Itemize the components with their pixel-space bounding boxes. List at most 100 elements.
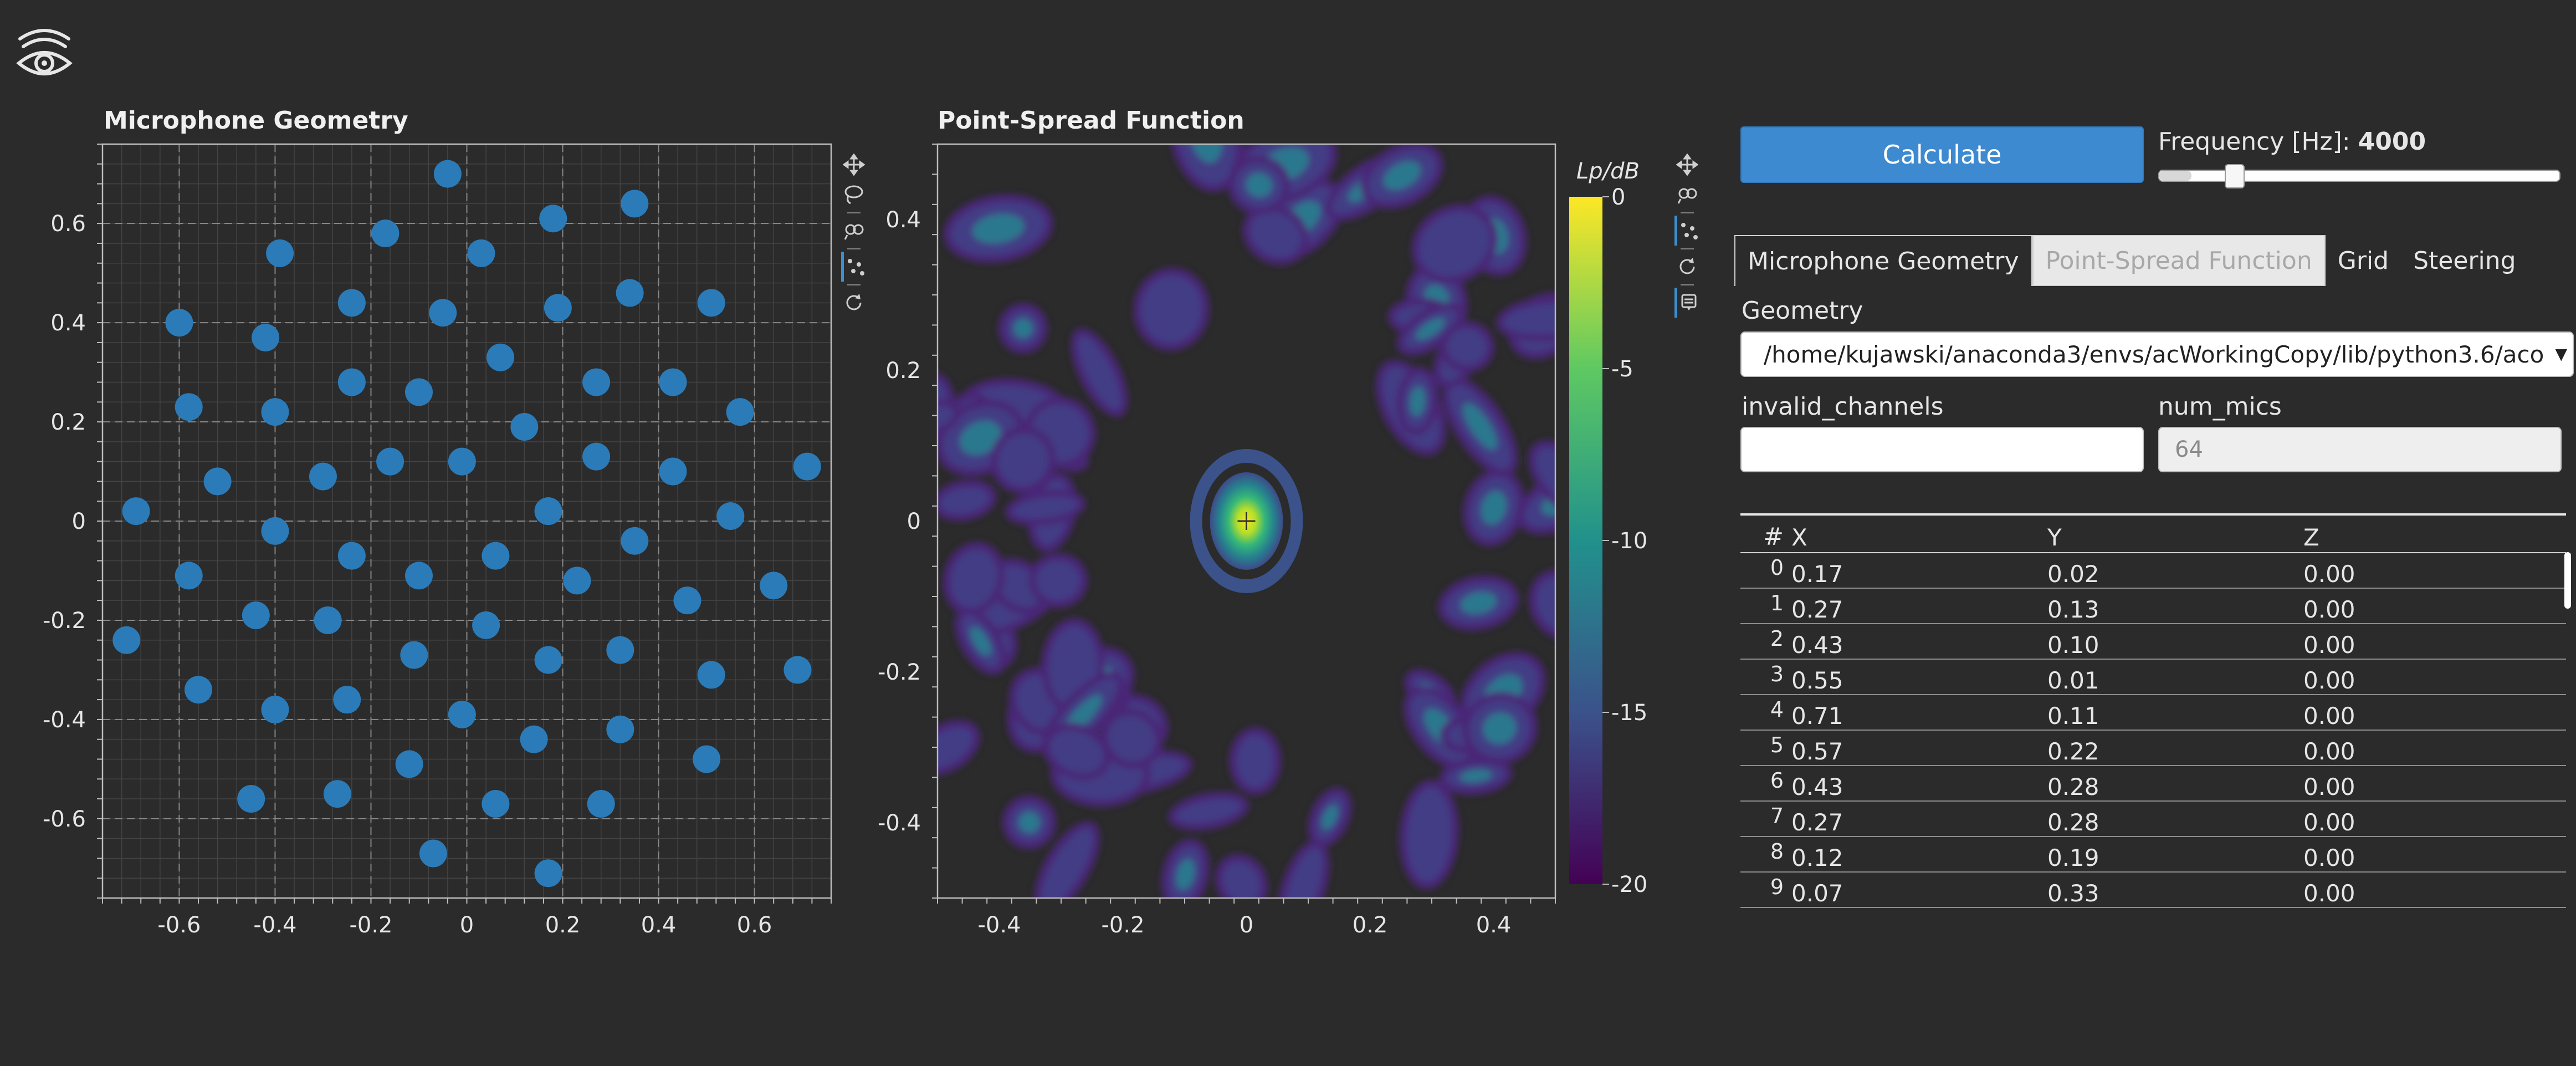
table-row[interactable]: 5 0.57 0.22 0.00 (1740, 731, 2566, 766)
microphone-marker[interactable] (472, 611, 500, 639)
microphone-marker[interactable] (621, 190, 649, 218)
microphone-marker[interactable] (404, 378, 433, 406)
microphone-marker[interactable] (404, 562, 433, 590)
microphone-marker[interactable] (337, 368, 366, 396)
table-scrollbar[interactable] (2564, 552, 2571, 609)
microphone-marker[interactable] (165, 309, 193, 337)
wheel-zoom-icon[interactable] (841, 216, 867, 246)
tap-icon[interactable] (1674, 216, 1700, 246)
calculate-button[interactable]: Calculate (1740, 126, 2144, 183)
reset-icon[interactable] (841, 288, 867, 318)
microphone-marker[interactable] (337, 542, 366, 570)
mic-positions-table[interactable]: # X Y Z 0 0.17 0.02 0.00 1 0.27 0.13 0.00 2 0.43 0.10 0… (1740, 513, 2566, 908)
microphone-marker[interactable] (482, 790, 510, 818)
column-header[interactable]: # (1763, 523, 1784, 551)
table-row[interactable]: 7 0.27 0.28 0.00 (1740, 802, 2566, 837)
microphone-marker[interactable] (482, 542, 510, 570)
column-header[interactable]: Z (2303, 524, 2319, 551)
microphone-marker[interactable] (252, 323, 280, 351)
microphone-marker[interactable] (693, 745, 721, 773)
microphone-marker[interactable] (510, 413, 539, 441)
table-row[interactable]: 4 0.71 0.11 0.00 (1740, 695, 2566, 731)
microphone-marker[interactable] (486, 343, 515, 371)
microphone-marker[interactable] (582, 442, 611, 471)
table-row[interactable]: 9 0.07 0.33 0.00 (1740, 873, 2566, 908)
microphone-marker[interactable] (793, 452, 821, 481)
microphone-marker[interactable] (716, 502, 745, 531)
tab-steering[interactable]: Steering (2413, 246, 2516, 275)
microphone-marker[interactable] (520, 725, 548, 753)
tab-grid[interactable]: Grid (2337, 246, 2389, 275)
microphone-marker[interactable] (539, 205, 567, 233)
psf-heatmap-plot[interactable]: -0.4 -0.2 0 0.2 0.40.40.20-0.2-0.4Lp/dB0-5-1… (853, 139, 1684, 938)
microphone-marker[interactable] (266, 239, 294, 267)
geometry-select[interactable]: /home/kujawski/anaconda3/envs/acWorkingC… (1740, 331, 2574, 377)
hover-icon[interactable] (1674, 288, 1700, 318)
hover-icon[interactable] (841, 252, 867, 282)
microphone-marker[interactable] (621, 527, 649, 555)
microphone-marker[interactable] (582, 368, 611, 396)
microphone-marker[interactable] (448, 700, 476, 728)
microphone-marker[interactable] (261, 398, 289, 426)
microphone-marker[interactable] (697, 289, 725, 317)
microphone-marker[interactable] (534, 646, 562, 674)
pan-icon[interactable] (1674, 150, 1700, 180)
microphone-marker[interactable] (726, 398, 754, 426)
microphone-marker[interactable] (309, 462, 337, 491)
microphone-marker[interactable] (333, 686, 361, 714)
microphone-marker[interactable] (242, 601, 270, 629)
microphone-marker[interactable] (400, 641, 428, 669)
microphone-marker[interactable] (237, 785, 265, 813)
table-row[interactable]: 6 0.43 0.28 0.00 (1740, 766, 2566, 802)
microphone-marker[interactable] (563, 567, 591, 595)
microphone-marker[interactable] (606, 715, 634, 743)
microphone-marker[interactable] (697, 661, 725, 689)
microphone-marker[interactable] (203, 467, 232, 496)
microphone-marker[interactable] (122, 497, 150, 526)
invalid-channels-input[interactable] (1740, 427, 2144, 472)
microphone-marker[interactable] (376, 447, 404, 476)
lasso-select-icon[interactable] (841, 180, 867, 210)
microphone-marker[interactable] (534, 859, 562, 888)
reset-icon[interactable] (1674, 252, 1700, 282)
microphone-marker[interactable] (673, 586, 701, 615)
microphone-marker[interactable] (175, 562, 203, 590)
column-header[interactable]: Y (2047, 524, 2062, 551)
table-row[interactable]: 0 0.17 0.02 0.00 (1740, 553, 2566, 589)
frequency-slider[interactable] (2158, 164, 2560, 188)
microphone-marker[interactable] (112, 626, 141, 654)
microphone-marker[interactable] (587, 790, 615, 818)
table-row[interactable]: 1 0.27 0.13 0.00 (1740, 589, 2566, 624)
table-row[interactable]: 2 0.43 0.10 0.00 (1740, 624, 2566, 660)
microphone-marker[interactable] (261, 517, 289, 545)
frequency-slider-handle[interactable] (2225, 164, 2245, 188)
microphone-marker[interactable] (448, 447, 476, 476)
microphone-marker[interactable] (544, 294, 572, 322)
microphone-marker[interactable] (659, 368, 687, 396)
microphone-marker[interactable] (323, 780, 351, 808)
microphone-marker[interactable] (606, 636, 634, 664)
microphone-marker[interactable] (760, 572, 788, 600)
microphone-marker[interactable] (419, 839, 447, 868)
microphone-marker[interactable] (467, 239, 495, 267)
tab-microphone-geometry[interactable]: Microphone Geometry (1734, 235, 2032, 286)
microphone-marker[interactable] (433, 160, 462, 188)
microphone-marker[interactable] (616, 279, 644, 307)
microphone-marker[interactable] (783, 656, 812, 684)
microphone-marker[interactable] (371, 220, 400, 248)
table-row[interactable]: 3 0.55 0.01 0.00 (1740, 660, 2566, 695)
geometry-scatter-plot[interactable]: -0.6 -0.4 -0.2 0 0.2 0.4 0.6 0.6 0.4 0.2 0 -0.2 -0.4… (0, 139, 853, 938)
column-header[interactable]: X (1791, 524, 1807, 551)
wheel-zoom-icon[interactable] (1674, 180, 1700, 210)
microphone-marker[interactable] (261, 696, 289, 723)
microphone-marker[interactable] (337, 289, 366, 317)
microphone-marker[interactable] (429, 299, 457, 327)
microphone-marker[interactable] (659, 457, 687, 486)
microphone-marker[interactable] (185, 676, 213, 704)
microphone-marker[interactable] (314, 606, 342, 634)
microphone-marker[interactable] (395, 750, 423, 778)
microphone-marker[interactable] (534, 497, 562, 526)
microphone-marker[interactable] (175, 393, 203, 421)
pan-icon[interactable] (841, 150, 867, 180)
table-row[interactable]: 8 0.12 0.19 0.00 (1740, 837, 2566, 873)
